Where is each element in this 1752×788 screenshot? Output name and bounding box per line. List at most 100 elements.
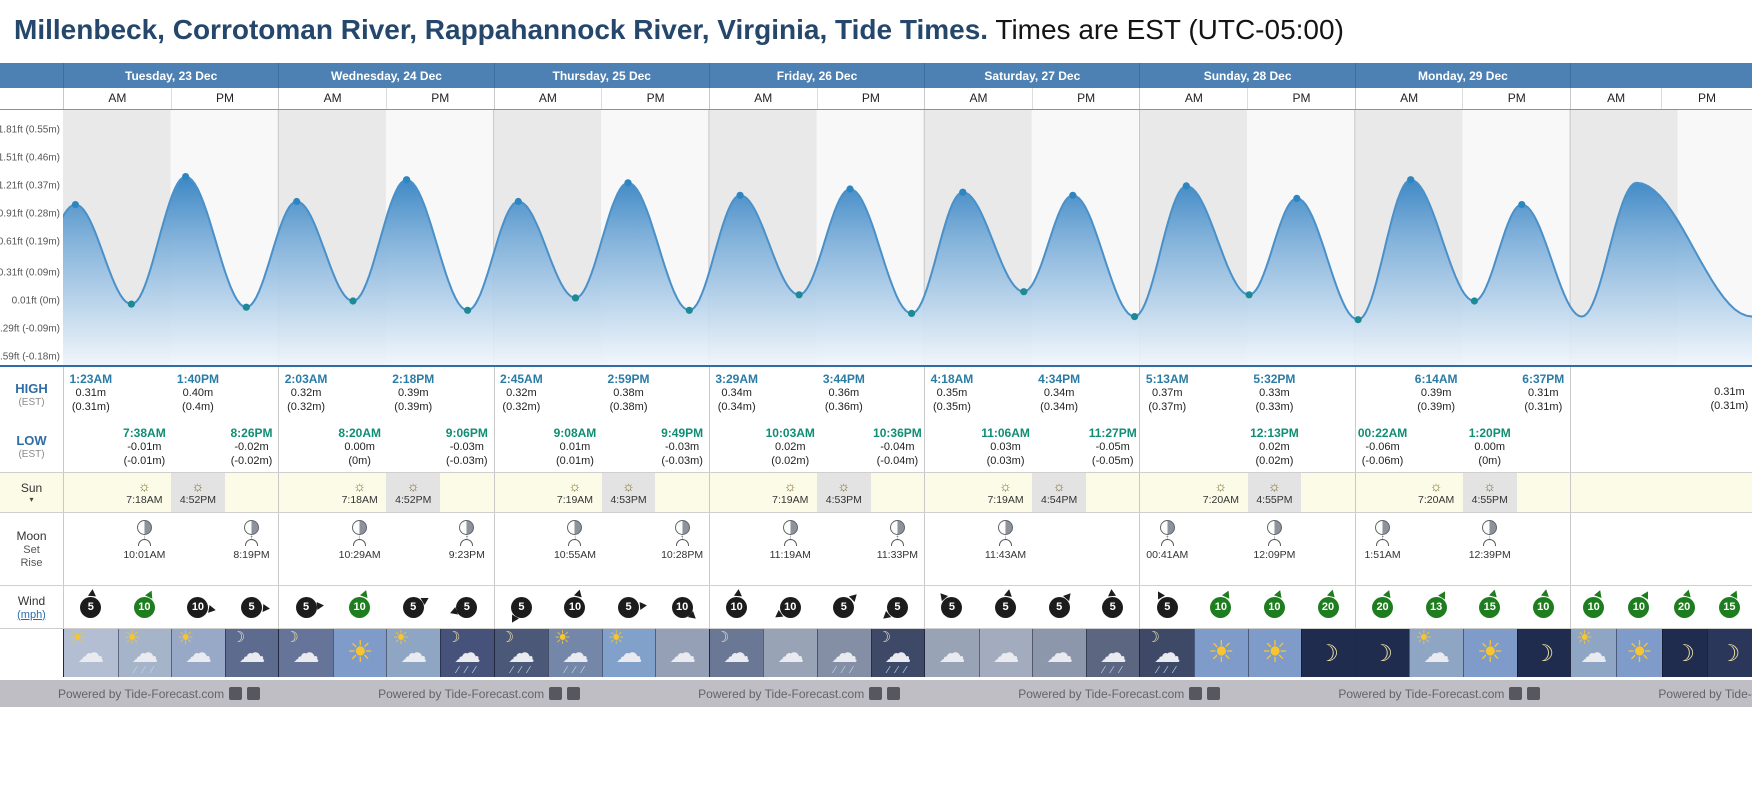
tide-high-time: 5:13AM	[1145, 372, 1189, 386]
wind-slot: 5	[602, 586, 656, 628]
moon-rise-icon	[460, 539, 474, 546]
y-axis-label: 0.01ft (0m)	[11, 295, 60, 307]
tide-slot	[1194, 367, 1248, 421]
weather-day-cell: ☽ ☁ ☁ ☁ ∕ ∕ ∕ ☽ ☁ ∕ ∕ ∕	[708, 629, 925, 677]
moon-slot	[1086, 513, 1140, 585]
moon-row: Moon Set Rise 10:01AM 8:19PM 10:29AM 9:23PM…	[0, 512, 1752, 585]
tide-slot	[1707, 421, 1752, 472]
sun-row-caret-icon[interactable]: ▾	[29, 495, 34, 504]
powered-by-unit: Powered by Tide-Forecast.com	[1338, 687, 1541, 701]
share-icon[interactable]	[567, 687, 581, 700]
tide-height-alt: (-0.02m)	[230, 454, 273, 467]
wind-speed-badge: 10	[726, 588, 748, 618]
tide-high-entry: 5:32PM 0.33m (0.33m)	[1253, 372, 1295, 415]
wind-day-cell: 10 10 20 15	[1570, 586, 1752, 628]
sun-empty-cell	[925, 473, 979, 512]
sunset-icon: ☼	[837, 478, 851, 494]
wind-day-cell: 5 10 10 5	[63, 586, 278, 628]
tide-height-m: 0.31m	[75, 387, 107, 399]
wind-direction-arrow	[1063, 590, 1074, 602]
wind-slot: 5	[1086, 586, 1140, 628]
sun-sm-glyph: ☀	[554, 629, 572, 649]
sunrise-time: 7:18AM	[126, 494, 163, 506]
high-day-cell: 2:45AM 0.32m (0.32m) 2:59PM 0.38m (0.38m)	[493, 367, 709, 421]
half-day-label: PM	[385, 88, 494, 109]
tide-height-m: -0.04m	[880, 441, 915, 453]
sun-cloud-icon: ☀ ☁	[1409, 629, 1463, 677]
tide-slot: 4:34PM 0.34m (0.34m)	[1032, 367, 1086, 421]
tide-height-alt: (0.32m)	[502, 400, 541, 413]
tide-height-alt: (-0.04m)	[876, 454, 919, 467]
sun-empty-cell	[279, 473, 333, 512]
tide-low-time: 12:13PM	[1250, 426, 1299, 440]
wind-speed-badge: 5	[241, 596, 270, 618]
rain-moon-icon: ☽ ☁ ∕ ∕ ∕	[870, 629, 925, 677]
share-icon[interactable]	[887, 687, 901, 700]
tide-slot	[1616, 367, 1661, 421]
tide-slot: 7:38AM -0.01m (-0.01m)	[118, 421, 172, 472]
tide-high-time: 1:40PM	[176, 372, 219, 386]
tide-low-time: 10:03AM	[765, 426, 815, 440]
ampm-day-cell: AM PM	[1570, 88, 1752, 109]
moon-slot: 12:39PM	[1463, 513, 1517, 585]
cloud-glyph: ☁	[131, 637, 159, 668]
tide-height-alt: (0.31m)	[1524, 400, 1563, 413]
sunset-time: 4:53PM	[825, 494, 862, 506]
mph-link[interactable]: (mph)	[17, 608, 46, 621]
moon-set-icon	[568, 539, 582, 546]
moon-slot	[710, 513, 764, 585]
sunset-cell: ☼ 4:53PM	[817, 473, 871, 512]
tide-slot	[118, 367, 172, 421]
tide-height-alt: (0.36m)	[824, 400, 863, 413]
wind-row: Wind (mph) 5 10 10 5 5 10 5 5 5 10 5 10 10 10 5 5 5 5 5 5 5 1…	[0, 585, 1752, 628]
share-icon[interactable]	[1509, 687, 1523, 700]
tide-height-alt: (0.34m)	[1040, 400, 1079, 413]
wind-direction-arrow	[1274, 588, 1285, 599]
sunrise-icon: ☼	[783, 478, 797, 494]
moon-sm-glyph: ☽	[285, 629, 299, 646]
rain-glyph: ∕ ∕ ∕	[511, 665, 532, 676]
tide-slot	[171, 421, 225, 472]
powered-by-unit: Powered by Tide-Forecast.com	[378, 687, 581, 701]
ampm-day-cell: AM PM	[924, 88, 1139, 109]
moon-rise-time: 1:51AM	[1364, 549, 1401, 561]
tide-height-alt: (0m)	[1478, 454, 1502, 467]
wind-speed-value: 5	[948, 601, 956, 613]
day-header	[1570, 63, 1752, 88]
tide-height-alt: (0.33m)	[1255, 400, 1294, 413]
wind-slot: 10	[118, 586, 172, 628]
day-header: Thursday, 25 Dec	[493, 63, 709, 88]
share-icon[interactable]	[247, 687, 261, 700]
wind-slot: 10	[763, 586, 817, 628]
tide-slot	[1086, 367, 1140, 421]
share-icon[interactable]	[1527, 687, 1541, 700]
rain-glyph: ∕ ∕ ∕	[565, 665, 586, 676]
share-icon[interactable]	[869, 687, 883, 700]
tide-height-alt: (-0.06m)	[1361, 454, 1404, 467]
moon-icon: ☽	[1516, 629, 1571, 677]
share-icon[interactable]	[1189, 687, 1203, 700]
share-icon[interactable]	[549, 687, 563, 700]
sunrise-time: 7:19AM	[987, 494, 1024, 506]
share-icon[interactable]	[1207, 687, 1221, 700]
tide-height-m: 0.36m	[828, 387, 860, 399]
tide-height-m: 0.02m	[774, 441, 806, 453]
tide-height-alt: (0.32m)	[287, 400, 326, 413]
tide-slot	[979, 367, 1033, 421]
rain-moon-icon: ☽ ☁ ∕ ∕ ∕	[494, 629, 549, 677]
powered-by-unit: Powered by Tide-Forecast.com	[698, 687, 901, 701]
y-axis-label: 1.21ft (0.37m)	[0, 180, 60, 192]
moon-slot	[64, 513, 118, 585]
moon-day-cell: 10:29AM 9:23PM	[278, 513, 493, 585]
wind-direction-arrow	[639, 601, 647, 611]
half-day-label: AM	[323, 91, 342, 105]
share-icon[interactable]	[229, 687, 243, 700]
sunset-cell: ☼ 4:52PM	[171, 473, 225, 512]
cloud-glyph: ☁	[561, 637, 589, 668]
wind-direction-arrow	[1640, 589, 1652, 600]
moon-rise-icon	[890, 539, 904, 546]
sunrise-time: 7:19AM	[772, 494, 809, 506]
tide-high-entry: 2:45AM 0.32m (0.32m)	[500, 372, 543, 415]
wind-speed-badge: 5	[295, 596, 325, 618]
